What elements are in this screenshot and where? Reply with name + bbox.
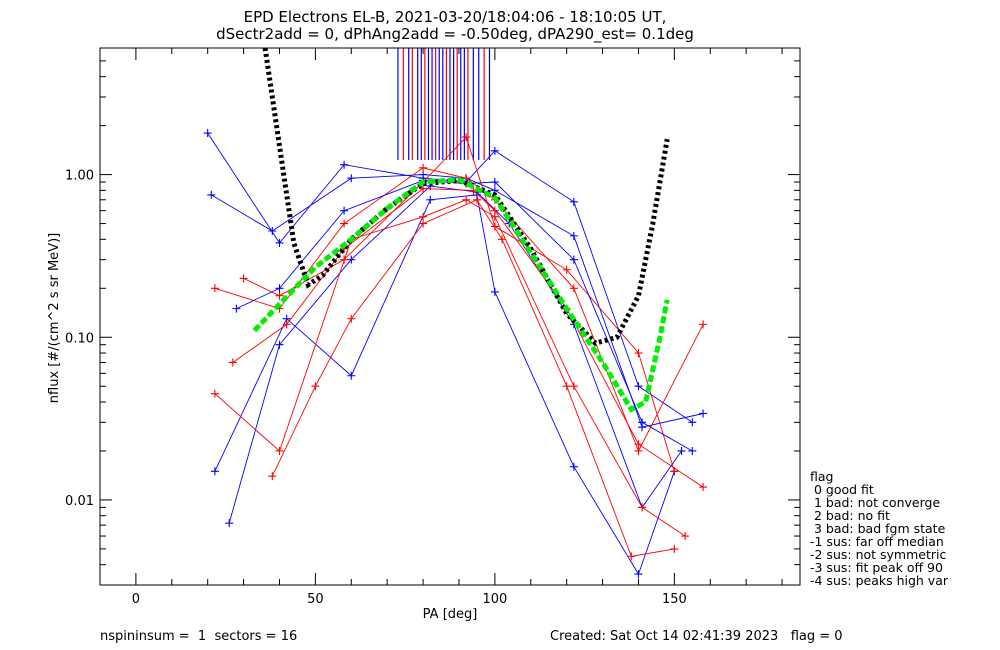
data-point xyxy=(419,184,428,193)
data-point xyxy=(634,349,643,358)
x-tick-label: 100 xyxy=(482,592,507,607)
footer-left: nspininsum = 1 sectors = 16 xyxy=(100,629,297,644)
series-line xyxy=(232,188,704,488)
data-point xyxy=(569,382,578,391)
data-point xyxy=(340,160,349,169)
data-point xyxy=(340,255,349,264)
data-point xyxy=(699,320,708,329)
data-point xyxy=(419,163,428,172)
data-point xyxy=(228,358,237,367)
data-point xyxy=(275,446,284,455)
y-tick-label: 0.10 xyxy=(65,331,94,346)
data-point xyxy=(627,552,636,561)
data-point xyxy=(462,133,471,142)
data-point xyxy=(203,129,212,138)
data-point xyxy=(569,255,578,264)
data-point xyxy=(634,446,643,455)
footer-right: Created: Sat Oct 14 02:41:39 2023 flag =… xyxy=(550,629,843,644)
data-point xyxy=(634,440,643,449)
data-point xyxy=(490,206,499,215)
x-tick-label: 50 xyxy=(307,592,324,607)
data-point xyxy=(498,235,507,244)
data-point xyxy=(275,238,284,247)
data-point xyxy=(670,467,679,476)
series-line xyxy=(214,194,675,576)
data-point xyxy=(670,544,679,553)
data-point xyxy=(232,304,241,313)
data-point xyxy=(490,287,499,296)
legend-item: 0 good fit xyxy=(810,482,874,497)
plot-frame xyxy=(99,47,801,586)
data-point xyxy=(239,274,248,283)
series-line xyxy=(236,180,693,452)
data-point xyxy=(562,382,571,391)
data-point xyxy=(688,418,697,427)
y-tick-label: 1.00 xyxy=(65,169,94,184)
data-point xyxy=(210,467,219,476)
data-point xyxy=(340,206,349,215)
legend-item: 2 bad: no fit xyxy=(810,508,890,523)
data-point xyxy=(225,519,234,528)
legend-item: 1 bad: not converge xyxy=(810,495,940,510)
x-tick-label: 150 xyxy=(662,592,687,607)
y-tick-label: 0.01 xyxy=(65,494,94,509)
legend-item: -1 sus: far off median xyxy=(810,534,944,549)
fit-curves xyxy=(252,47,670,413)
data-point xyxy=(638,503,647,512)
data-point xyxy=(275,340,284,349)
data-point xyxy=(340,219,349,228)
x-tick-label: 0 xyxy=(132,592,140,607)
data-point xyxy=(210,284,219,293)
data-point xyxy=(268,227,277,236)
data-point xyxy=(562,265,571,274)
data-point xyxy=(207,190,216,199)
legend: flag 0 good fit 1 bad: not converge 2 ba… xyxy=(810,469,949,588)
data-point xyxy=(634,382,643,391)
data-point xyxy=(275,284,284,293)
legend-item: -3 sus: fit peak off 90 xyxy=(810,560,943,575)
series-line xyxy=(214,199,686,537)
data-point xyxy=(638,418,647,427)
data-point xyxy=(490,146,499,155)
y-axis-label: nflux [#/(cm^2 s sr MeV)] xyxy=(47,233,62,403)
data-point xyxy=(275,291,284,300)
data-point xyxy=(490,178,499,187)
green-fit-curve xyxy=(252,177,670,413)
data-point xyxy=(347,255,356,264)
data-point xyxy=(681,532,690,541)
legend-item: flag xyxy=(810,469,833,484)
data-point xyxy=(210,389,219,398)
chart-subtitle: dSectr2add = 0, dPhAng2add = -0.50deg, d… xyxy=(216,25,694,44)
data-point xyxy=(419,212,428,221)
data-point xyxy=(490,222,499,231)
data-point xyxy=(699,483,708,492)
data-point xyxy=(688,446,697,455)
data-point xyxy=(699,409,708,418)
data-point xyxy=(347,314,356,323)
legend-item: -2 sus: not symmetric xyxy=(810,547,946,562)
data-point xyxy=(426,195,435,204)
black-fit-curve xyxy=(262,47,670,347)
legend-item: 3 bad: bad fgm state xyxy=(810,521,946,536)
data-point xyxy=(462,195,471,204)
data-point xyxy=(311,382,320,391)
data-point xyxy=(569,197,578,206)
data-point xyxy=(347,174,356,183)
data-point xyxy=(677,446,686,455)
data-point xyxy=(419,219,428,228)
data-point xyxy=(472,195,481,204)
data-point xyxy=(347,371,356,380)
data-point xyxy=(569,462,578,471)
data-point xyxy=(569,231,578,240)
data-point xyxy=(268,472,277,481)
chart-title: EPD Electrons EL-B, 2021-03-20/18:04:06 … xyxy=(244,8,667,26)
axes: 0 50 100 150 0.01 0.10 1.00 xyxy=(65,47,801,607)
x-axis-label: PA [deg] xyxy=(423,607,478,622)
data-point xyxy=(569,284,578,293)
legend-item: -4 sus: peaks high var xyxy=(810,573,949,588)
data-point xyxy=(282,320,291,329)
data-point xyxy=(634,570,643,579)
